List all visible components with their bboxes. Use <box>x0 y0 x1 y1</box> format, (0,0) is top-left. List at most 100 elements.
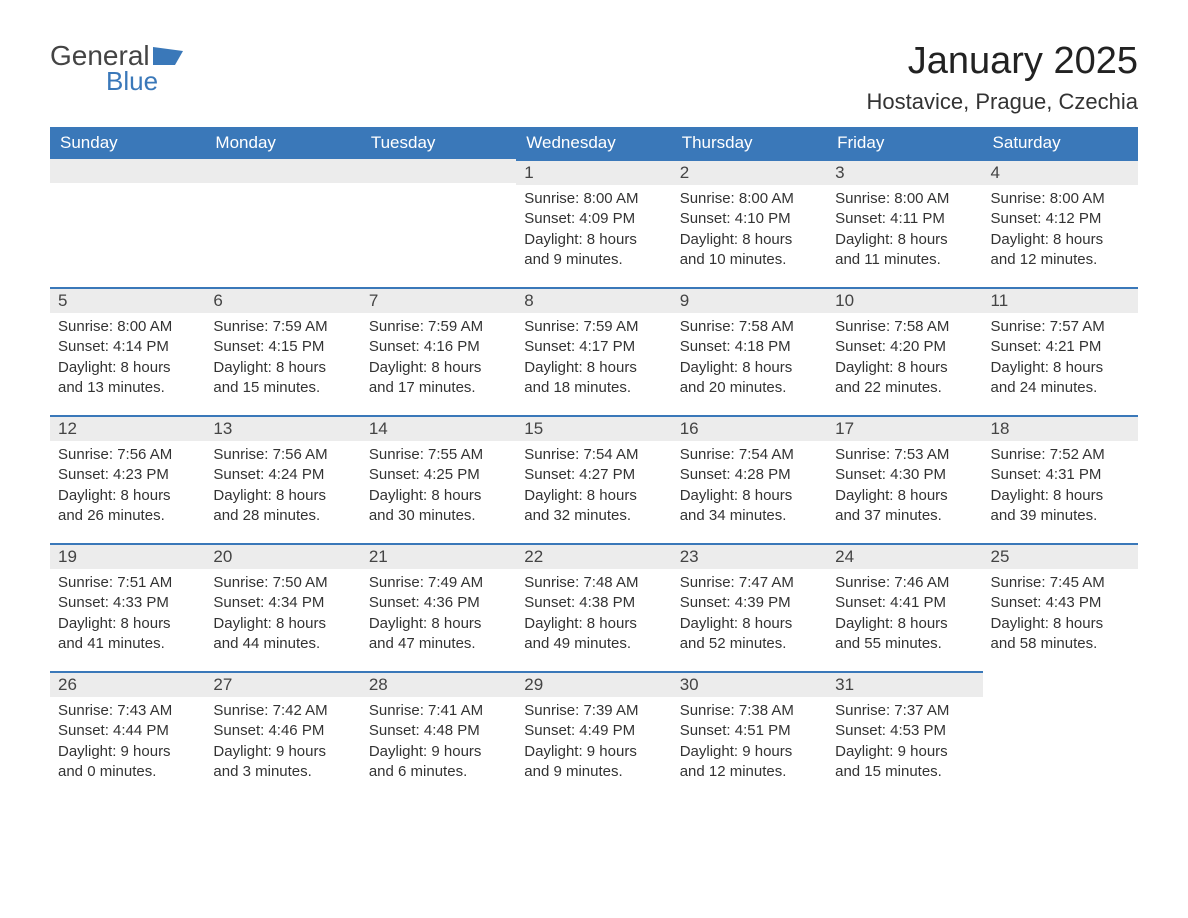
day-number: 7 <box>361 287 516 313</box>
day-cell: 8Sunrise: 7:59 AMSunset: 4:17 PMDaylight… <box>516 287 671 415</box>
day-body: Sunrise: 7:52 AMSunset: 4:31 PMDaylight:… <box>983 441 1138 536</box>
day-body: Sunrise: 7:56 AMSunset: 4:23 PMDaylight:… <box>50 441 205 536</box>
day-cell: 17Sunrise: 7:53 AMSunset: 4:30 PMDayligh… <box>827 415 982 543</box>
sunset-line: Sunset: 4:49 PM <box>524 721 663 741</box>
day-number: 29 <box>516 671 671 697</box>
sunset-line: Sunset: 4:41 PM <box>835 593 974 613</box>
weekday-header: Tuesday <box>361 127 516 159</box>
day-cell: 25Sunrise: 7:45 AMSunset: 4:43 PMDayligh… <box>983 543 1138 671</box>
day-number: 27 <box>205 671 360 697</box>
day-number: 17 <box>827 415 982 441</box>
day-body: Sunrise: 8:00 AMSunset: 4:12 PMDaylight:… <box>983 185 1138 280</box>
daylight-line: Daylight: 9 hours and 3 minutes. <box>213 742 352 783</box>
weekday-header: Monday <box>205 127 360 159</box>
day-cell: 15Sunrise: 7:54 AMSunset: 4:27 PMDayligh… <box>516 415 671 543</box>
day-body: Sunrise: 7:38 AMSunset: 4:51 PMDaylight:… <box>672 697 827 792</box>
daylight-line: Daylight: 8 hours and 26 minutes. <box>58 486 197 527</box>
day-body: Sunrise: 8:00 AMSunset: 4:14 PMDaylight:… <box>50 313 205 408</box>
title-block: January 2025 Hostavice, Prague, Czechia <box>867 40 1138 115</box>
daylight-line: Daylight: 8 hours and 52 minutes. <box>680 614 819 655</box>
sunset-line: Sunset: 4:38 PM <box>524 593 663 613</box>
day-cell: 4Sunrise: 8:00 AMSunset: 4:12 PMDaylight… <box>983 159 1138 287</box>
sunset-line: Sunset: 4:10 PM <box>680 209 819 229</box>
day-body: Sunrise: 7:54 AMSunset: 4:28 PMDaylight:… <box>672 441 827 536</box>
day-number: 25 <box>983 543 1138 569</box>
sunset-line: Sunset: 4:15 PM <box>213 337 352 357</box>
day-number: 22 <box>516 543 671 569</box>
logo-text-blue: Blue <box>106 66 183 97</box>
sunrise-line: Sunrise: 7:59 AM <box>213 317 352 337</box>
weekday-header: Saturday <box>983 127 1138 159</box>
daylight-line: Daylight: 9 hours and 12 minutes. <box>680 742 819 783</box>
day-cell: 2Sunrise: 8:00 AMSunset: 4:10 PMDaylight… <box>672 159 827 287</box>
sunset-line: Sunset: 4:20 PM <box>835 337 974 357</box>
day-cell: 13Sunrise: 7:56 AMSunset: 4:24 PMDayligh… <box>205 415 360 543</box>
day-number: 2 <box>672 159 827 185</box>
daylight-line: Daylight: 8 hours and 24 minutes. <box>991 358 1130 399</box>
day-cell <box>983 671 1138 799</box>
daylight-line: Daylight: 8 hours and 41 minutes. <box>58 614 197 655</box>
day-cell: 14Sunrise: 7:55 AMSunset: 4:25 PMDayligh… <box>361 415 516 543</box>
day-body: Sunrise: 7:58 AMSunset: 4:18 PMDaylight:… <box>672 313 827 408</box>
daylight-line: Daylight: 8 hours and 30 minutes. <box>369 486 508 527</box>
sunset-line: Sunset: 4:23 PM <box>58 465 197 485</box>
daylight-line: Daylight: 9 hours and 15 minutes. <box>835 742 974 783</box>
sunset-line: Sunset: 4:27 PM <box>524 465 663 485</box>
day-cell: 28Sunrise: 7:41 AMSunset: 4:48 PMDayligh… <box>361 671 516 799</box>
sunset-line: Sunset: 4:12 PM <box>991 209 1130 229</box>
day-number: 18 <box>983 415 1138 441</box>
sunset-line: Sunset: 4:09 PM <box>524 209 663 229</box>
sunrise-line: Sunrise: 7:39 AM <box>524 701 663 721</box>
day-body: Sunrise: 7:50 AMSunset: 4:34 PMDaylight:… <box>205 569 360 664</box>
calendar-table: Sunday Monday Tuesday Wednesday Thursday… <box>50 127 1138 799</box>
day-number: 10 <box>827 287 982 313</box>
daylight-line: Daylight: 8 hours and 44 minutes. <box>213 614 352 655</box>
sunset-line: Sunset: 4:28 PM <box>680 465 819 485</box>
sunrise-line: Sunrise: 7:38 AM <box>680 701 819 721</box>
day-number-empty <box>205 159 360 183</box>
day-cell: 27Sunrise: 7:42 AMSunset: 4:46 PMDayligh… <box>205 671 360 799</box>
sunset-line: Sunset: 4:46 PM <box>213 721 352 741</box>
daylight-line: Daylight: 8 hours and 37 minutes. <box>835 486 974 527</box>
calendar-body: 1Sunrise: 8:00 AMSunset: 4:09 PMDaylight… <box>50 159 1138 799</box>
day-number: 30 <box>672 671 827 697</box>
day-cell: 30Sunrise: 7:38 AMSunset: 4:51 PMDayligh… <box>672 671 827 799</box>
sunset-line: Sunset: 4:36 PM <box>369 593 508 613</box>
flag-icon <box>153 47 183 65</box>
daylight-line: Daylight: 8 hours and 49 minutes. <box>524 614 663 655</box>
daylight-line: Daylight: 8 hours and 39 minutes. <box>991 486 1130 527</box>
day-cell: 5Sunrise: 8:00 AMSunset: 4:14 PMDaylight… <box>50 287 205 415</box>
day-number: 1 <box>516 159 671 185</box>
sunset-line: Sunset: 4:21 PM <box>991 337 1130 357</box>
day-cell: 11Sunrise: 7:57 AMSunset: 4:21 PMDayligh… <box>983 287 1138 415</box>
sunset-line: Sunset: 4:16 PM <box>369 337 508 357</box>
sunrise-line: Sunrise: 7:56 AM <box>213 445 352 465</box>
weekday-header: Friday <box>827 127 982 159</box>
day-body: Sunrise: 7:42 AMSunset: 4:46 PMDaylight:… <box>205 697 360 792</box>
day-number-empty <box>50 159 205 183</box>
day-cell: 10Sunrise: 7:58 AMSunset: 4:20 PMDayligh… <box>827 287 982 415</box>
sunset-line: Sunset: 4:34 PM <box>213 593 352 613</box>
day-number: 13 <box>205 415 360 441</box>
day-body: Sunrise: 7:58 AMSunset: 4:20 PMDaylight:… <box>827 313 982 408</box>
sunrise-line: Sunrise: 7:59 AM <box>524 317 663 337</box>
day-number: 3 <box>827 159 982 185</box>
day-number: 14 <box>361 415 516 441</box>
sunrise-line: Sunrise: 7:59 AM <box>369 317 508 337</box>
day-cell: 24Sunrise: 7:46 AMSunset: 4:41 PMDayligh… <box>827 543 982 671</box>
sunrise-line: Sunrise: 8:00 AM <box>991 189 1130 209</box>
day-body: Sunrise: 7:43 AMSunset: 4:44 PMDaylight:… <box>50 697 205 792</box>
sunset-line: Sunset: 4:39 PM <box>680 593 819 613</box>
day-number: 26 <box>50 671 205 697</box>
sunrise-line: Sunrise: 7:54 AM <box>524 445 663 465</box>
sunrise-line: Sunrise: 8:00 AM <box>524 189 663 209</box>
sunrise-line: Sunrise: 8:00 AM <box>680 189 819 209</box>
day-number: 6 <box>205 287 360 313</box>
sunset-line: Sunset: 4:53 PM <box>835 721 974 741</box>
daylight-line: Daylight: 8 hours and 32 minutes. <box>524 486 663 527</box>
weekday-header: Thursday <box>672 127 827 159</box>
day-body: Sunrise: 8:00 AMSunset: 4:11 PMDaylight:… <box>827 185 982 280</box>
day-cell <box>361 159 516 287</box>
day-number: 8 <box>516 287 671 313</box>
logo: General Blue <box>50 40 183 97</box>
